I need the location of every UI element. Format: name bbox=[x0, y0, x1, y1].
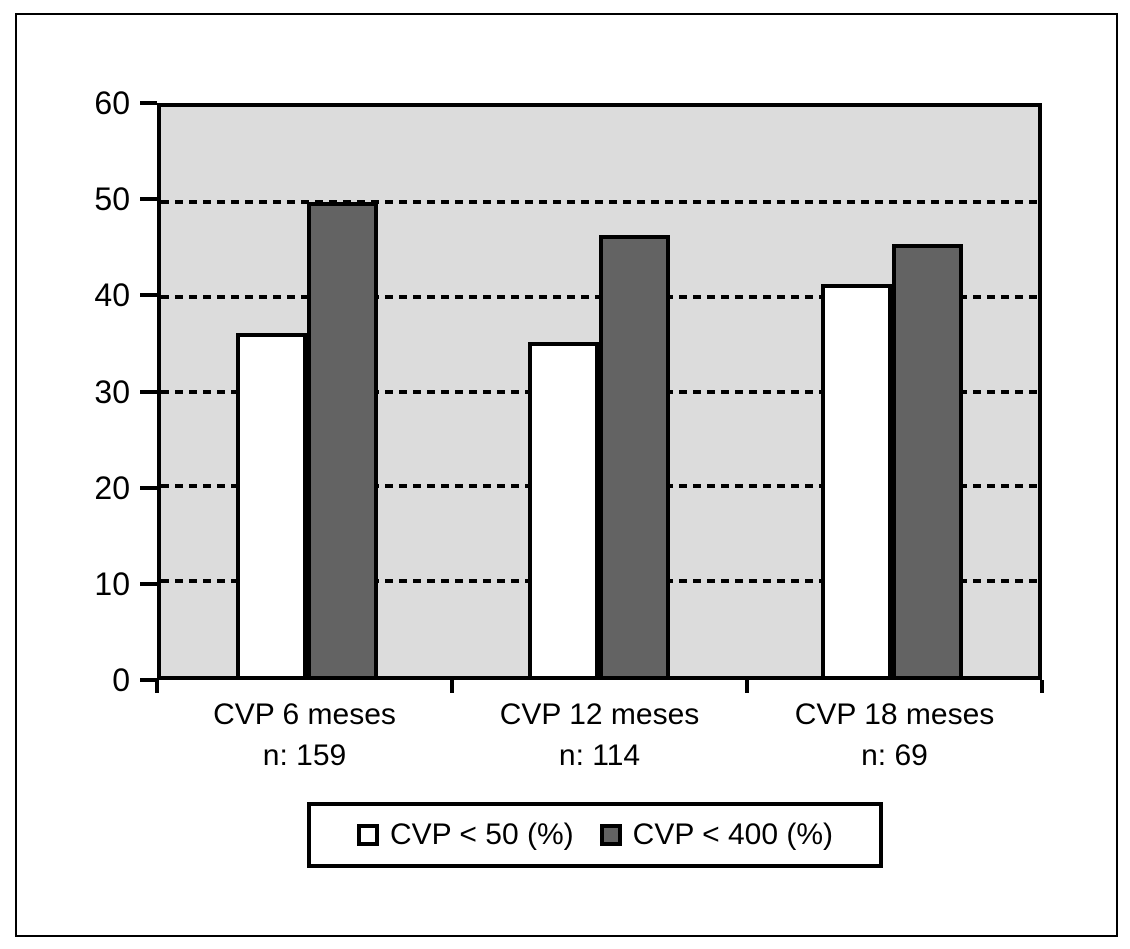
y-tick-label-50: 50 bbox=[94, 181, 130, 218]
x-label-count: n: 159 bbox=[262, 739, 347, 772]
x-axis-labels: CVP 6 meses n: 159 CVP 12 meses n: 114 CVP 1… bbox=[157, 694, 1042, 776]
x-label-category: CVP 6 meses bbox=[213, 698, 396, 731]
x-label-2: CVP 12 meses n: 114 bbox=[452, 694, 747, 776]
x-label-count: n: 69 bbox=[861, 739, 928, 772]
x-label-category: CVP 12 meses bbox=[499, 698, 700, 731]
bar-group-1 bbox=[236, 107, 379, 676]
legend-label: CVP < 50 (%) bbox=[389, 818, 574, 851]
y-tick-label-30: 30 bbox=[94, 373, 130, 410]
y-tick-30 bbox=[140, 389, 157, 394]
legend-label: CVP < 400 (%) bbox=[632, 818, 834, 851]
x-label-category: CVP 18 meses bbox=[794, 698, 995, 731]
legend-swatch-icon bbox=[599, 824, 622, 846]
bar bbox=[528, 342, 600, 676]
y-tick-60 bbox=[140, 101, 157, 105]
x-label-1: CVP 6 meses n: 159 bbox=[157, 694, 452, 776]
bar bbox=[820, 284, 892, 676]
y-tick-40 bbox=[140, 293, 157, 298]
bar-group-2 bbox=[528, 107, 671, 676]
legend-swatch-icon bbox=[356, 824, 379, 846]
legend: CVP < 50 (%) CVP < 400 (%) bbox=[307, 802, 883, 868]
x-label-count: n: 114 bbox=[558, 739, 641, 772]
x-tick-2 bbox=[744, 680, 749, 693]
y-tick-label-20: 20 bbox=[94, 469, 130, 506]
x-tick-1 bbox=[449, 680, 454, 693]
legend-item-1: CVP < 50 (%) bbox=[356, 818, 574, 851]
y-tick-0 bbox=[140, 678, 157, 682]
x-tick-0 bbox=[155, 680, 159, 693]
y-tick-10 bbox=[140, 581, 157, 586]
y-tick-label-10: 10 bbox=[94, 565, 130, 602]
plot-bars bbox=[161, 107, 1038, 676]
bar bbox=[236, 332, 308, 676]
x-axis-ticks bbox=[155, 680, 1044, 693]
bar bbox=[307, 201, 379, 676]
y-tick-label-40: 40 bbox=[94, 277, 130, 314]
bar bbox=[599, 235, 671, 676]
plot-area bbox=[157, 103, 1042, 680]
bar bbox=[891, 243, 963, 676]
y-tick-label-0: 0 bbox=[112, 662, 130, 698]
bar-group-3 bbox=[820, 107, 963, 676]
y-axis: 0 10 20 30 40 50 60 bbox=[60, 87, 157, 696]
x-tick-3 bbox=[1040, 680, 1044, 693]
y-tick-50 bbox=[140, 197, 157, 202]
legend-item-2: CVP < 400 (%) bbox=[599, 818, 834, 851]
x-label-3: CVP 18 meses n: 69 bbox=[747, 694, 1042, 776]
gridline-50 bbox=[161, 199, 1038, 204]
y-tick-label-60: 60 bbox=[94, 85, 130, 121]
y-tick-20 bbox=[140, 485, 157, 490]
